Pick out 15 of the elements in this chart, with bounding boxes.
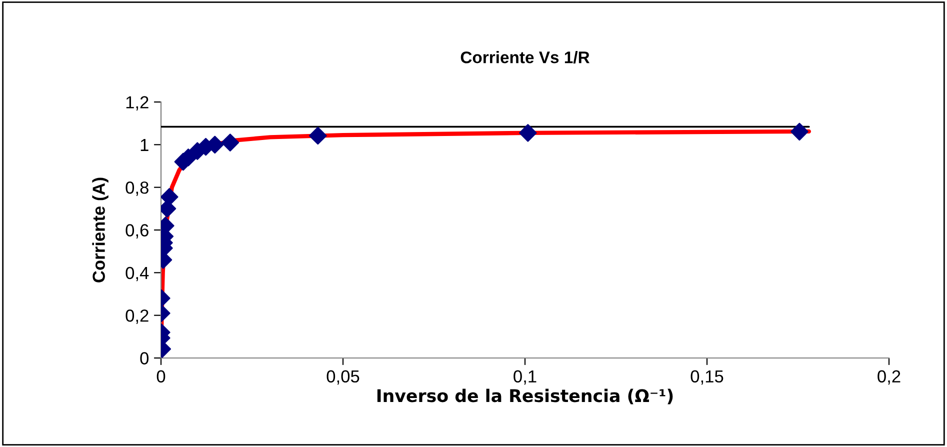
x-tick-label: 0,2	[878, 370, 900, 385]
y-tick-label: 0,8	[126, 182, 148, 196]
y-axis-title: Corriente (A)	[92, 178, 108, 282]
y-tick-label: 0,2	[126, 310, 148, 324]
x-tick-label: 0,15	[690, 370, 724, 385]
x-tick-label: 0,05	[326, 370, 360, 385]
x-tick-label: 0	[156, 370, 166, 383]
x-tick-label: 0,1	[514, 370, 536, 385]
y-tick-label: 0,4	[126, 266, 149, 282]
y-tick-label: 1	[140, 139, 148, 151]
y-tick-label: 1,2	[126, 96, 148, 111]
x-axis-title: Inverso de la Resistencia (Ω⁻¹)	[377, 388, 673, 404]
y-tick-label: 0,6	[126, 224, 148, 239]
y-tick-label: 0	[140, 352, 149, 364]
chart-title: Corriente Vs 1/R	[460, 51, 590, 64]
